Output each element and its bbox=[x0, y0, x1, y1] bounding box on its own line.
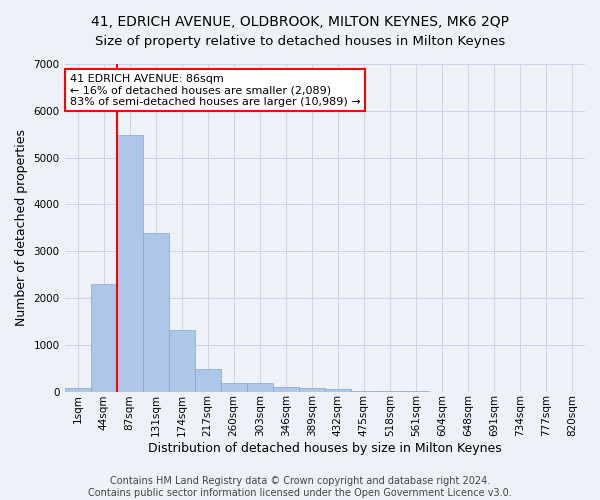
Bar bbox=[65, 388, 91, 392]
Text: 41 EDRICH AVENUE: 86sqm
← 16% of detached houses are smaller (2,089)
83% of semi: 41 EDRICH AVENUE: 86sqm ← 16% of detache… bbox=[70, 74, 361, 107]
Bar bbox=[169, 330, 194, 392]
Text: Size of property relative to detached houses in Milton Keynes: Size of property relative to detached ho… bbox=[95, 35, 505, 48]
Bar bbox=[116, 135, 143, 392]
Bar bbox=[91, 284, 116, 392]
Bar bbox=[143, 234, 169, 392]
Bar bbox=[221, 382, 247, 392]
Bar bbox=[299, 388, 325, 392]
Bar bbox=[247, 384, 273, 392]
Text: 41, EDRICH AVENUE, OLDBROOK, MILTON KEYNES, MK6 2QP: 41, EDRICH AVENUE, OLDBROOK, MILTON KEYN… bbox=[91, 15, 509, 29]
Bar bbox=[273, 387, 299, 392]
Y-axis label: Number of detached properties: Number of detached properties bbox=[15, 130, 28, 326]
Text: Contains HM Land Registry data © Crown copyright and database right 2024.
Contai: Contains HM Land Registry data © Crown c… bbox=[88, 476, 512, 498]
Bar bbox=[325, 390, 351, 392]
X-axis label: Distribution of detached houses by size in Milton Keynes: Distribution of detached houses by size … bbox=[148, 442, 502, 455]
Bar bbox=[194, 369, 221, 392]
